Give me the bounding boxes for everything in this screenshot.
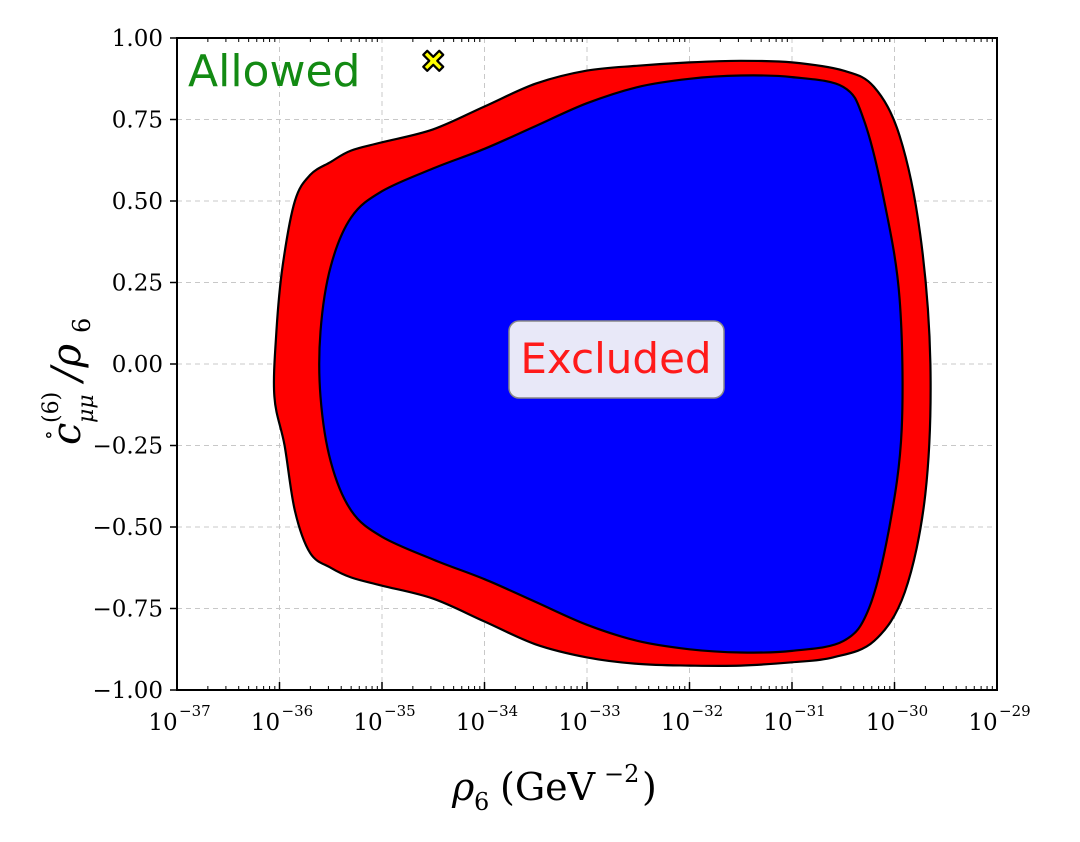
x-marker <box>422 49 445 72</box>
x-tick-label: 10 −32 <box>661 702 723 736</box>
svg-text:(6): (6) <box>39 392 64 423</box>
x-tick-label: 10 −35 <box>353 702 415 736</box>
svg-text:6: 6 <box>68 318 96 333</box>
x-tick-label: 10 −33 <box>558 702 620 736</box>
y-tick-label: 1.00 <box>112 26 163 52</box>
x-tick-base: 10 <box>866 710 895 736</box>
x-tick-base: 10 <box>968 710 997 736</box>
x-tick-exponent: −32 <box>692 702 724 720</box>
x-tick-base: 10 <box>558 710 587 736</box>
svg-text:): ) <box>642 765 657 809</box>
x-tick-label: 10 −34 <box>456 702 518 736</box>
x-tick-label: 10 −36 <box>251 702 313 736</box>
x-tick-exponent: −36 <box>282 702 314 720</box>
allowed-label: Allowed <box>188 46 360 97</box>
y-tick-labels: 1.00 0.75 0.50 0.25 0.00 −0.25 −0.50 −0.75 −1.00 <box>93 26 163 704</box>
x-axis-label: ρ 6 (GeV −2 ) <box>451 760 657 816</box>
svg-text:(GeV: (GeV <box>500 765 596 809</box>
svg-text:−2: −2 <box>604 760 639 788</box>
x-tick-exponent: −33 <box>589 702 621 720</box>
x-tick-exponent: −37 <box>179 702 211 720</box>
x-tick-base: 10 <box>353 710 382 736</box>
y-tick-label: −0.50 <box>93 515 163 541</box>
svg-text:6: 6 <box>474 788 489 816</box>
svg-text:ρ: ρ <box>451 765 475 809</box>
y-tick-label: −0.75 <box>93 597 163 623</box>
x-tick-base: 10 <box>456 710 485 736</box>
x-tick-label: 10 −29 <box>968 702 1030 736</box>
x-tick-base: 10 <box>661 710 690 736</box>
excluded-callout: Excluded <box>508 320 725 399</box>
y-tick-label: −1.00 <box>93 678 163 704</box>
x-tick-exponent: −30 <box>897 702 929 720</box>
y-tick-label: 0.50 <box>112 189 163 215</box>
x-tick-base: 10 <box>763 710 792 736</box>
x-tick-label: 10 −31 <box>763 702 825 736</box>
y-tick-label: 0.75 <box>112 108 163 134</box>
x-tick-exponent: −35 <box>384 702 416 720</box>
x-tick-label: 10 −37 <box>148 702 210 736</box>
excluded-box <box>508 320 725 399</box>
x-tick-label: 10 −30 <box>866 702 928 736</box>
x-tick-exponent: −31 <box>794 702 826 720</box>
x-tick-base: 10 <box>148 710 177 736</box>
x-tick-base: 10 <box>251 710 280 736</box>
svg-text:∘: ∘ <box>36 430 60 440</box>
plot-frame <box>176 37 998 691</box>
svg-text:/ρ: /ρ <box>44 344 90 385</box>
svg-text:μμ: μμ <box>74 394 99 423</box>
excluded-label: Excluded <box>520 334 711 383</box>
y-axis-label: c ∘ (6) μμ /ρ 6 <box>36 318 99 445</box>
x-tick-exponent: −29 <box>999 702 1031 720</box>
x-tick-labels: 10 −37 10 −36 10 −35 10 −34 10 −33 10 −32 10 −31 10 −30… <box>148 702 1030 736</box>
y-tick-label: 0.00 <box>112 352 163 378</box>
svg-text:c: c <box>44 423 90 445</box>
y-tick-label: −0.25 <box>93 434 163 460</box>
x-marker-shape <box>422 49 445 72</box>
y-tick-label: 0.25 <box>112 271 163 297</box>
x-tick-exponent: −34 <box>487 702 519 720</box>
